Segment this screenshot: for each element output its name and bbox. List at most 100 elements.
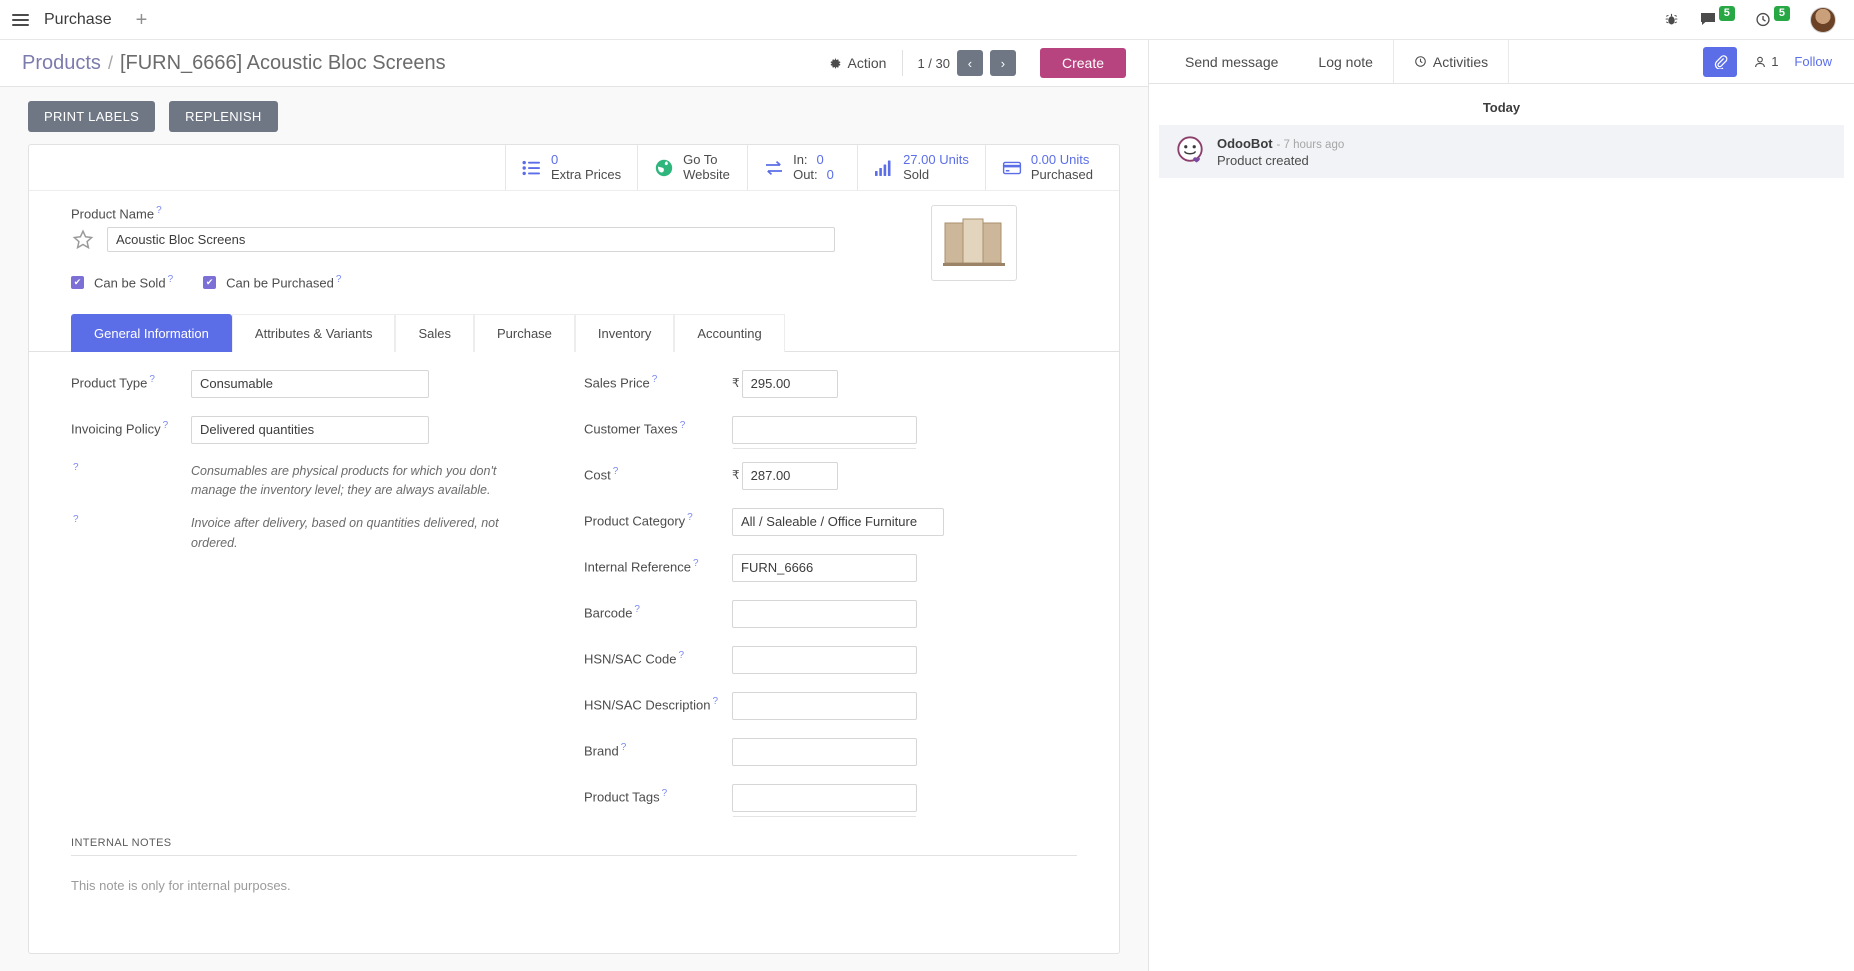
tab-purchase[interactable]: Purchase bbox=[473, 313, 575, 352]
tab-accounting[interactable]: Accounting bbox=[674, 313, 785, 352]
can-be-purchased-label: Can be Purchased? bbox=[226, 274, 341, 290]
control-panel: Products / [FURN_6666] Acoustic Bloc Scr… bbox=[0, 40, 1148, 87]
stat-button-go-to-website[interactable]: Go To Website bbox=[637, 145, 747, 190]
stat-button-units-purchased[interactable]: 0.00 Units Purchased bbox=[984, 145, 1109, 190]
action-menu-button[interactable]: Action bbox=[813, 55, 903, 71]
product-category-input[interactable] bbox=[732, 507, 944, 536]
stat-button-units-sold[interactable]: 27.00 Units Sold bbox=[857, 145, 985, 190]
followers-button[interactable]: 1 bbox=[1753, 54, 1778, 69]
stat-button-extra-prices[interactable]: 0 Extra Prices bbox=[505, 145, 637, 190]
product-name-label: Product Name? bbox=[71, 205, 931, 221]
stat-out-key: Out: bbox=[793, 166, 818, 182]
tooltip-marker[interactable]: ? bbox=[612, 465, 619, 477]
replenish-button[interactable]: REPLENISH bbox=[169, 101, 278, 132]
clock-icon[interactable]: 5 bbox=[1755, 6, 1790, 28]
breadcrumb-products-link[interactable]: Products bbox=[22, 51, 101, 74]
tab-general-information[interactable]: General Information bbox=[71, 313, 232, 352]
sheet-wrapper: PRINT LABELS REPLENISH 0 Extra Prices bbox=[0, 87, 1148, 954]
clock-icon bbox=[1415, 56, 1426, 67]
internal-notes-section: INTERNAL NOTES This note is only for int… bbox=[71, 837, 1077, 893]
field-barcode: Barcode? bbox=[584, 599, 1077, 628]
hsn-code-label-text: HSN/SAC Code bbox=[584, 650, 677, 666]
tooltip-marker[interactable]: ? bbox=[167, 274, 174, 286]
hsn-description-input[interactable] bbox=[732, 691, 917, 720]
product-type-input[interactable] bbox=[191, 369, 429, 398]
chatter-message: OdooBot - 7 hours ago Product created bbox=[1159, 125, 1844, 178]
internal-reference-label: Internal Reference? bbox=[584, 554, 732, 574]
brand-input[interactable] bbox=[732, 737, 917, 766]
follower-count: 1 bbox=[1771, 54, 1779, 69]
can-be-sold-checkbox[interactable]: ✔ bbox=[71, 275, 84, 289]
activities-button[interactable]: Activities bbox=[1392, 40, 1510, 83]
product-tags-input[interactable] bbox=[732, 783, 917, 817]
hsn-code-input[interactable] bbox=[732, 645, 917, 674]
hamburger-menu-icon[interactable] bbox=[12, 9, 34, 31]
invoicing-policy-label-text: Invoicing Policy bbox=[71, 420, 161, 436]
bar-chart-icon bbox=[875, 160, 891, 176]
user-icon bbox=[1755, 56, 1766, 67]
cost-label: Cost? bbox=[584, 462, 732, 482]
chat-icon[interactable]: 5 bbox=[1699, 6, 1735, 29]
tooltip-marker[interactable]: ? bbox=[162, 419, 169, 431]
tooltip-marker[interactable]: ? bbox=[620, 741, 627, 753]
tooltip-marker[interactable]: ? bbox=[335, 274, 342, 286]
product-flags: ✔ Can be Sold? ✔ Can be Purchased? bbox=[71, 274, 931, 291]
gear-icon bbox=[830, 58, 840, 68]
customer-taxes-input[interactable] bbox=[732, 415, 917, 449]
print-labels-button[interactable]: PRINT LABELS bbox=[28, 101, 156, 132]
tooltip-marker[interactable]: ? bbox=[692, 557, 699, 569]
invoicing-policy-input[interactable] bbox=[191, 415, 429, 444]
log-note-button[interactable]: Log note bbox=[1318, 53, 1373, 70]
product-image[interactable] bbox=[931, 205, 1017, 281]
tooltip-marker[interactable]: ? bbox=[634, 603, 640, 615]
send-message-button[interactable]: Send message bbox=[1185, 53, 1279, 70]
field-product-category: Product Category? bbox=[584, 507, 1077, 536]
pager-previous-button[interactable]: ‹ bbox=[956, 50, 983, 76]
sales-price-label-text: Sales Price bbox=[584, 374, 650, 390]
bug-icon[interactable] bbox=[1664, 12, 1679, 27]
tooltip-marker[interactable]: ? bbox=[651, 373, 658, 385]
tab-attributes-variants[interactable]: Attributes & Variants bbox=[231, 313, 396, 352]
breadcrumb-current-record: [FURN_6666] Acoustic Bloc Screens bbox=[119, 51, 446, 74]
chatter-toolbar: Send message Log note Activities 1 Follo… bbox=[1149, 40, 1854, 84]
tab-inventory[interactable]: Inventory bbox=[574, 313, 675, 352]
stat-button-bar: 0 Extra Prices Go To Website bbox=[29, 145, 1119, 191]
stat-label: Extra Prices bbox=[551, 166, 622, 182]
breadcrumb-separator: / bbox=[107, 52, 113, 73]
app-brand-title: Purchase bbox=[44, 10, 112, 28]
internal-reference-input[interactable] bbox=[732, 553, 917, 582]
product-tags-label: Product Tags? bbox=[584, 784, 732, 804]
tooltip-marker[interactable]: ? bbox=[149, 373, 155, 385]
notebook-tabs: General Information Attributes & Variant… bbox=[29, 313, 1119, 352]
tooltip-marker[interactable]: ? bbox=[679, 419, 686, 431]
tooltip-marker[interactable]: ? bbox=[73, 514, 79, 526]
cost-input[interactable] bbox=[741, 461, 838, 490]
can-be-purchased-label-text: Can be Purchased bbox=[226, 275, 334, 291]
pager-next-button[interactable]: › bbox=[989, 50, 1016, 76]
can-be-purchased-checkbox[interactable]: ✔ bbox=[203, 275, 217, 289]
tooltip-marker[interactable]: ? bbox=[156, 205, 162, 216]
tooltip-marker[interactable]: ? bbox=[661, 787, 668, 799]
new-tab-button[interactable]: + bbox=[135, 8, 148, 31]
stat-button-in-out[interactable]: In: 0 Out: 0 bbox=[747, 145, 857, 190]
avatar[interactable] bbox=[1810, 6, 1836, 33]
barcode-input[interactable] bbox=[732, 599, 917, 628]
product-title-left: Product Name? ✔ Can be Sold? ✔ Can be Pu… bbox=[71, 205, 931, 291]
tooltip-marker[interactable]: ? bbox=[687, 511, 693, 523]
stat-out-value: 0 bbox=[826, 166, 834, 182]
favorite-star-icon[interactable] bbox=[71, 228, 95, 252]
customer-taxes-label: Customer Taxes? bbox=[584, 416, 732, 436]
attachment-button[interactable] bbox=[1703, 46, 1738, 77]
internal-notes-textarea[interactable]: This note is only for internal purposes. bbox=[71, 878, 291, 893]
product-name-input[interactable] bbox=[107, 227, 835, 253]
chatter-message-content: OdooBot - 7 hours ago Product created bbox=[1217, 135, 1344, 168]
create-button[interactable]: Create bbox=[1039, 48, 1126, 78]
sales-price-input[interactable] bbox=[741, 369, 838, 398]
follow-button[interactable]: Follow bbox=[1794, 54, 1832, 69]
tab-sales[interactable]: Sales bbox=[395, 313, 474, 352]
internal-reference-label-text: Internal Reference bbox=[584, 558, 691, 574]
tooltip-marker[interactable]: ? bbox=[712, 695, 718, 707]
product-type-label: Product Type? bbox=[71, 370, 191, 390]
tooltip-marker[interactable]: ? bbox=[73, 461, 79, 473]
tooltip-marker[interactable]: ? bbox=[678, 649, 685, 661]
